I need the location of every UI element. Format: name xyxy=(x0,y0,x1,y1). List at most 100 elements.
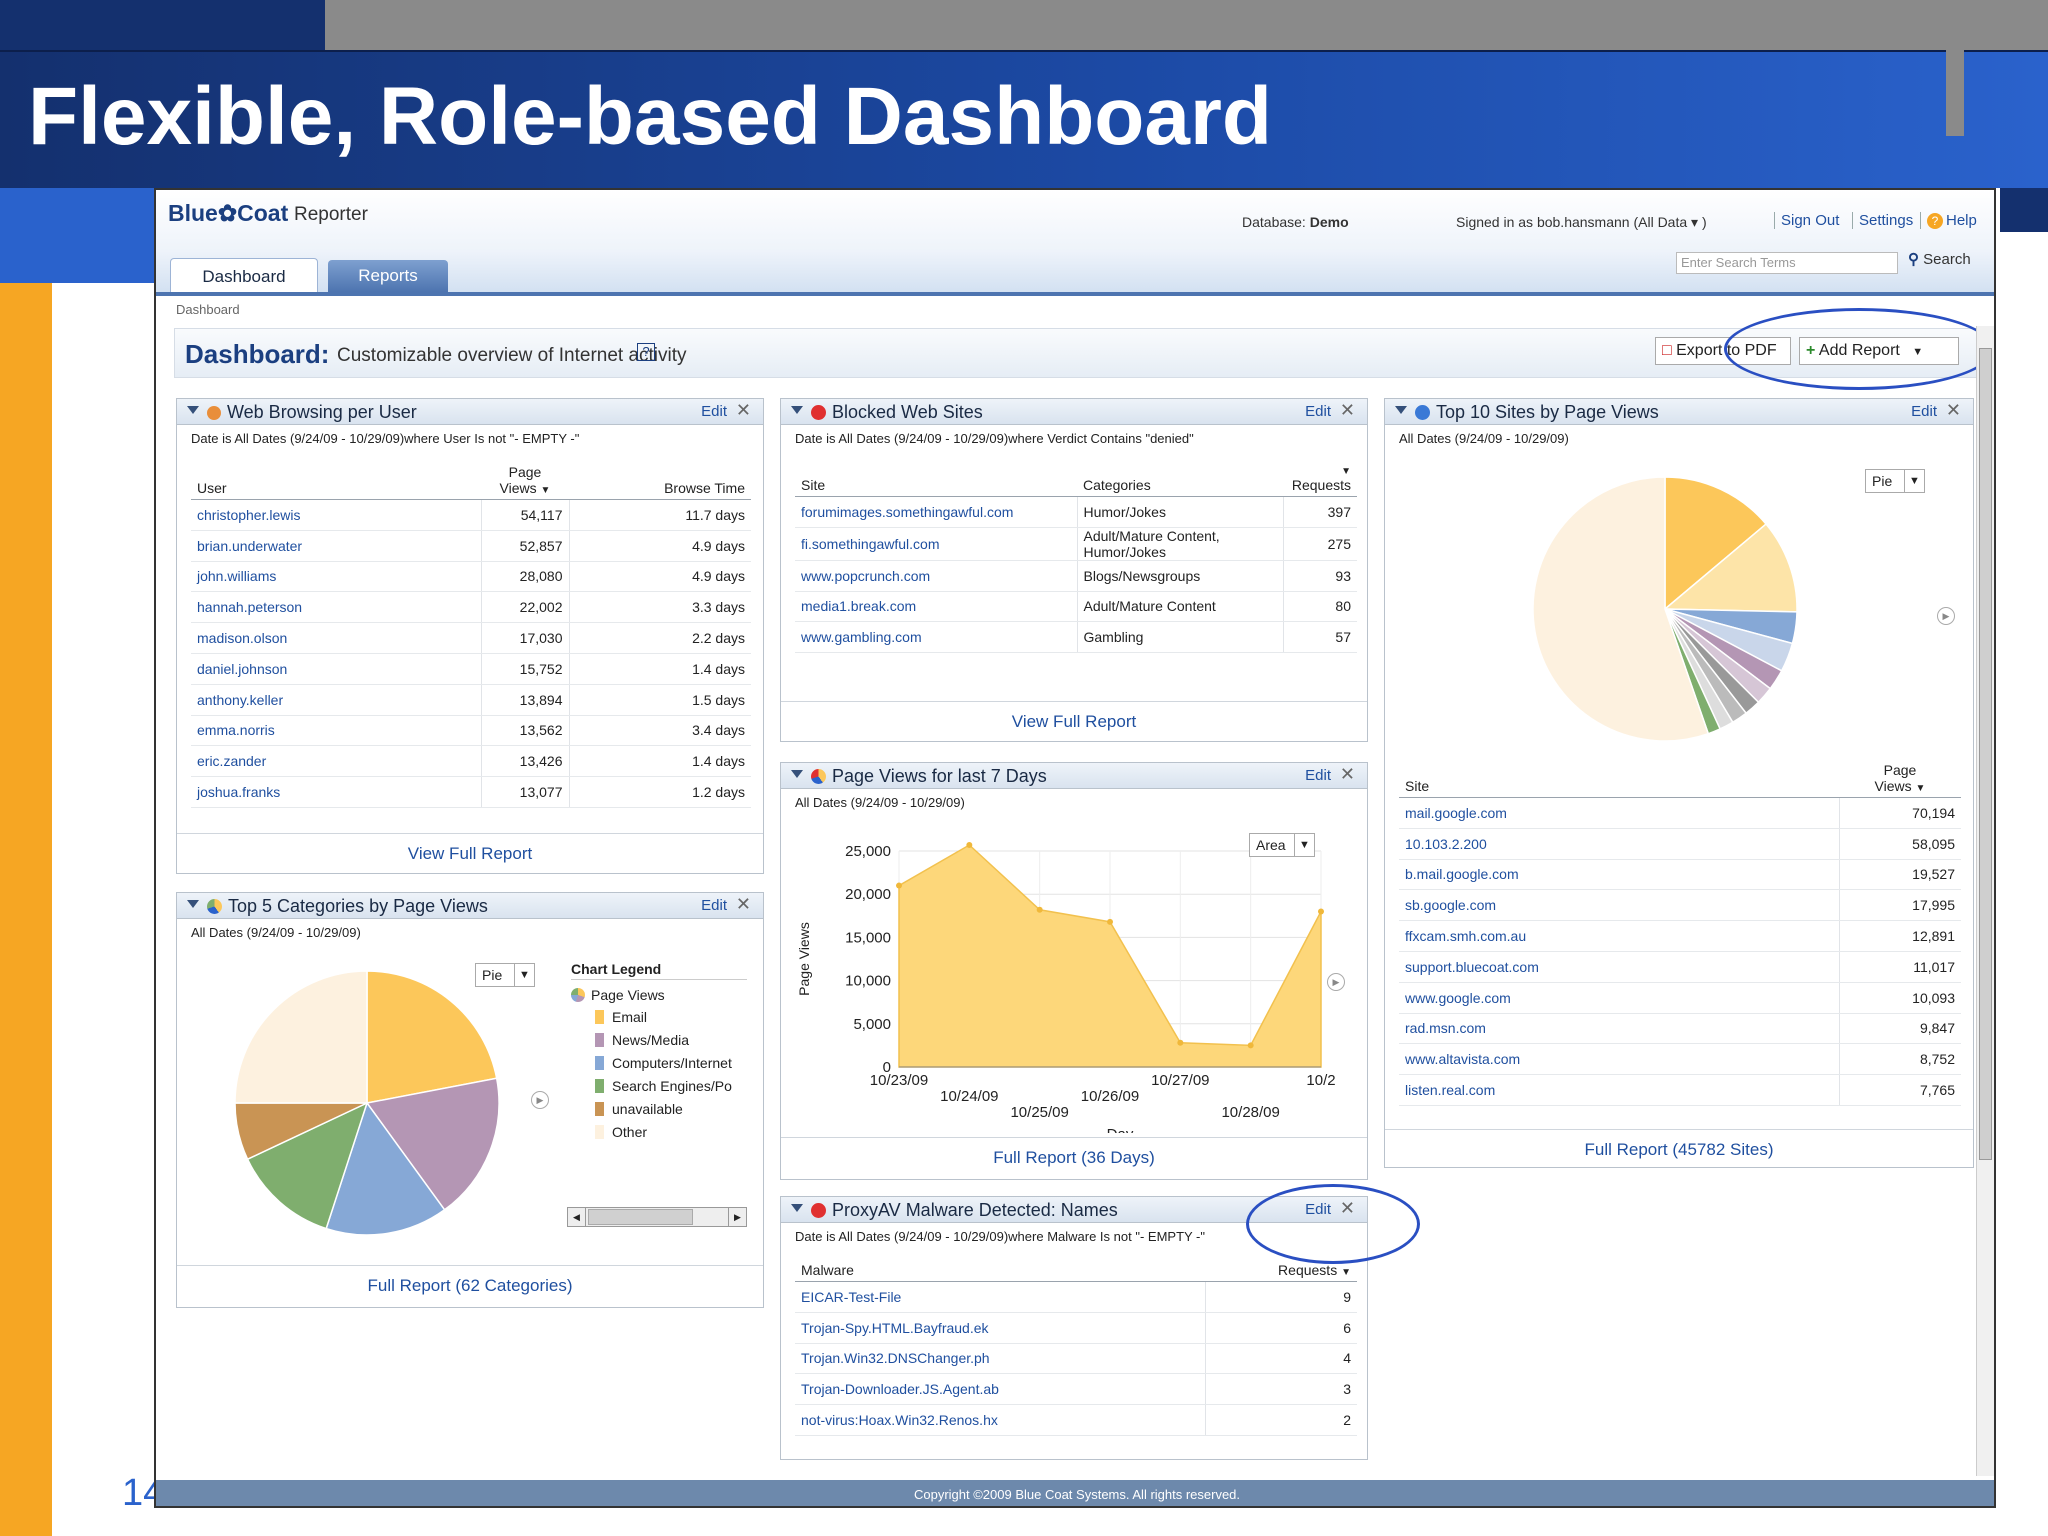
column-header-requests[interactable]: Requests ▼ xyxy=(1205,1259,1357,1282)
category-pie-slice-3[interactable] xyxy=(246,1101,369,1230)
site-link[interactable]: support.bluecoat.com xyxy=(1399,951,1839,983)
data-point[interactable] xyxy=(1318,908,1324,915)
malware-link[interactable]: not-virus:Hoax.Win32.Renos.hx xyxy=(795,1404,1205,1436)
site-link[interactable]: fi.somethingawful.com xyxy=(795,527,1077,561)
data-point[interactable] xyxy=(1247,1042,1254,1049)
site-link[interactable]: media1.break.com xyxy=(795,591,1077,623)
site-link[interactable]: ffxcam.smh.com.au xyxy=(1399,920,1839,952)
close-icon[interactable]: ✕ xyxy=(1945,400,1961,420)
sign-out-link[interactable]: Sign Out xyxy=(1774,212,1839,229)
table-row[interactable]: john.williams 28,080 4.9 days xyxy=(191,561,751,593)
table-row[interactable]: hannah.peterson 22,002 3.3 days xyxy=(191,591,751,624)
full-report-link[interactable]: Full Report (62 Categories) xyxy=(177,1265,763,1296)
chevron-down-icon[interactable] xyxy=(1395,406,1407,414)
chevron-down-icon[interactable] xyxy=(187,406,199,414)
legend-item[interactable]: unavailable xyxy=(595,1101,683,1117)
legend-scrollbar[interactable]: ◀ ▶ xyxy=(567,1207,747,1227)
table-row[interactable]: media1.break.com Adult/Mature Content 80 xyxy=(795,591,1357,623)
table-row[interactable]: eric.zander 13,426 1.4 days xyxy=(191,745,751,778)
legend-item[interactable]: Computers/Internet xyxy=(595,1055,732,1071)
table-row[interactable]: brian.underwater 52,857 4.9 days xyxy=(191,530,751,562)
column-header-malware[interactable]: Malware xyxy=(795,1259,1205,1282)
help-icon[interactable]: ? xyxy=(637,343,655,361)
view-full-report-link[interactable]: View Full Report xyxy=(781,701,1367,732)
help-link[interactable]: ? Help xyxy=(1920,212,1977,229)
table-row[interactable]: mail.google.com 70,194 xyxy=(1399,797,1961,829)
site-link[interactable]: rad.msn.com xyxy=(1399,1013,1839,1045)
scroll-right-icon[interactable]: ▶ xyxy=(728,1208,746,1226)
chart-type-select[interactable]: Pie ▼ xyxy=(1865,469,1925,493)
site-pie-slice-10[interactable] xyxy=(1532,476,1710,742)
site-pie-slice-1[interactable] xyxy=(1662,522,1798,613)
table-row[interactable]: daniel.johnson 15,752 1.4 days xyxy=(191,653,751,685)
view-full-report-link[interactable]: View Full Report xyxy=(177,833,763,864)
legend-item[interactable]: Other xyxy=(595,1124,647,1140)
column-header-requests[interactable]: ▼ Requests xyxy=(1283,463,1357,497)
table-row[interactable]: 10.103.2.200 58,095 xyxy=(1399,828,1961,860)
data-point[interactable] xyxy=(1177,1039,1184,1046)
user-link[interactable]: christopher.lewis xyxy=(191,499,481,531)
user-link[interactable]: eric.zander xyxy=(191,745,481,778)
user-link[interactable]: joshua.franks xyxy=(191,776,481,808)
column-header-page-views[interactable]: Page Views ▼ xyxy=(1839,759,1961,798)
legend-item[interactable]: Email xyxy=(595,1009,647,1025)
column-header-site[interactable]: Site xyxy=(795,463,1077,497)
table-row[interactable]: EICAR-Test-File 9 xyxy=(795,1281,1357,1313)
table-row[interactable]: www.google.com 10,093 xyxy=(1399,982,1961,1014)
chevron-down-icon[interactable] xyxy=(791,406,803,414)
site-link[interactable]: sb.google.com xyxy=(1399,889,1839,922)
chart-type-select[interactable]: Pie ▼ xyxy=(475,963,535,987)
close-icon[interactable]: ✕ xyxy=(1339,400,1355,420)
data-point[interactable] xyxy=(896,882,902,889)
table-row[interactable]: www.popcrunch.com Blogs/Newsgroups 93 xyxy=(795,560,1357,592)
site-link[interactable]: forumimages.somethingawful.com xyxy=(795,496,1077,528)
scrollbar-thumb[interactable] xyxy=(588,1209,693,1225)
table-row[interactable]: forumimages.somethingawful.com Humor/Joke… xyxy=(795,496,1357,528)
scroll-left-icon[interactable]: ◀ xyxy=(568,1208,586,1226)
close-icon[interactable]: ✕ xyxy=(735,894,751,914)
table-row[interactable]: www.altavista.com 8,752 xyxy=(1399,1043,1961,1076)
table-row[interactable]: Trojan-Downloader.JS.Agent.ab 3 xyxy=(795,1373,1357,1406)
category-pie-slice-2[interactable] xyxy=(325,1101,446,1236)
site-link[interactable]: www.gambling.com xyxy=(795,621,1077,654)
signed-in-user-menu[interactable]: Signed in as bob.hansmann (All Data ▾ ) xyxy=(1456,214,1707,230)
full-report-link[interactable]: Full Report (45782 Sites) xyxy=(1385,1129,1973,1160)
user-link[interactable]: anthony.keller xyxy=(191,684,481,716)
site-link[interactable]: www.popcrunch.com xyxy=(795,560,1077,592)
site-link[interactable]: www.google.com xyxy=(1399,982,1839,1014)
table-row[interactable]: anthony.keller 13,894 1.5 days xyxy=(191,684,751,716)
malware-link[interactable]: EICAR-Test-File xyxy=(795,1281,1205,1313)
breadcrumb[interactable]: Dashboard xyxy=(176,302,240,317)
search-input[interactable]: Enter Search Terms xyxy=(1676,252,1898,274)
table-row[interactable]: Trojan.Win32.DNSChanger.ph 4 xyxy=(795,1343,1357,1375)
site-link[interactable]: mail.google.com xyxy=(1399,797,1839,829)
edit-link[interactable]: Edit xyxy=(1305,403,1331,420)
area-series[interactable] xyxy=(898,844,1322,1068)
table-row[interactable]: support.bluecoat.com 11,017 xyxy=(1399,951,1961,983)
play-icon[interactable]: ▶ xyxy=(531,1091,549,1109)
table-row[interactable]: b.mail.google.com 19,527 xyxy=(1399,859,1961,891)
full-report-link[interactable]: Full Report (36 Days) xyxy=(781,1137,1367,1168)
play-icon[interactable]: ▶ xyxy=(1327,973,1345,991)
user-link[interactable]: brian.underwater xyxy=(191,530,481,562)
category-pie-slice-5[interactable] xyxy=(234,970,368,1104)
chevron-down-icon[interactable] xyxy=(187,900,199,908)
table-row[interactable]: www.gambling.com Gambling 57 xyxy=(795,621,1357,654)
edit-link[interactable]: Edit xyxy=(1911,403,1937,420)
chevron-down-icon[interactable] xyxy=(791,770,803,778)
column-header-categories[interactable]: Categories xyxy=(1077,463,1283,497)
table-row[interactable]: christopher.lewis 54,117 11.7 days xyxy=(191,499,751,531)
table-row[interactable]: fi.somethingawful.com Adult/Mature Conten… xyxy=(795,527,1357,561)
user-link[interactable]: hannah.peterson xyxy=(191,591,481,624)
site-pie-slice-0[interactable] xyxy=(1664,476,1768,611)
table-row[interactable]: not-virus:Hoax.Win32.Renos.hx 2 xyxy=(795,1404,1357,1436)
chevron-down-icon[interactable] xyxy=(791,1204,803,1212)
table-row[interactable]: joshua.franks 13,077 1.2 days xyxy=(191,776,751,808)
scrollbar-thumb[interactable] xyxy=(1979,348,1992,1160)
site-link[interactable]: 10.103.2.200 xyxy=(1399,828,1839,860)
user-link[interactable]: madison.olson xyxy=(191,622,481,654)
category-pie-slice-1[interactable] xyxy=(365,1077,500,1211)
chart-type-select[interactable]: Area ▼ xyxy=(1249,833,1315,857)
malware-link[interactable]: Trojan.Win32.DNSChanger.ph xyxy=(795,1343,1205,1375)
column-header-site[interactable]: Site xyxy=(1399,759,1839,798)
